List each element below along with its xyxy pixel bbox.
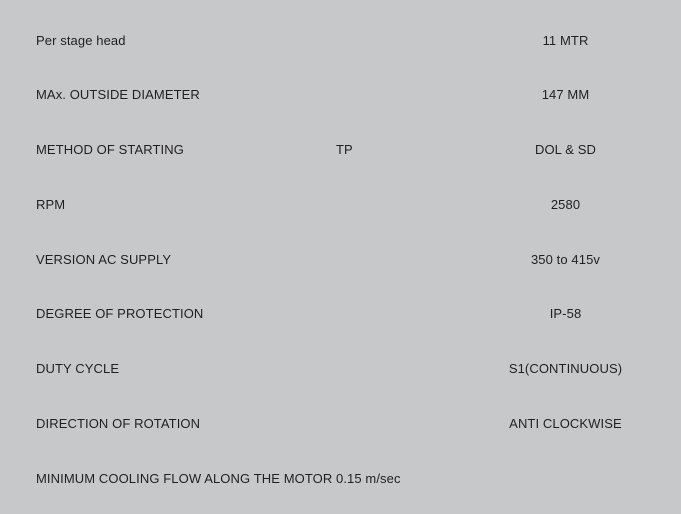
spec-value: 11 MTR [486,33,645,48]
spec-value: 147 MM [486,87,645,102]
spec-row: DEGREE OF PROTECTION IP-58 [36,298,645,330]
spec-row: METHOD OF STARTING TP DOL & SD [36,134,645,166]
spec-row: DUTY CYCLE S1(CONTINUOUS) [36,353,645,385]
spec-mid: 0.15 m/sec [336,471,486,486]
spec-label: METHOD OF STARTING [36,142,336,157]
spec-label: Per stage head [36,33,336,48]
spec-sheet: Per stage head 11 MTR MAx. OUTSIDE DIAME… [0,0,681,514]
spec-row: MINIMUM COOLING FLOW ALONG THE MOTOR 0.1… [36,462,645,494]
spec-value: 2580 [486,197,645,212]
spec-label: DIRECTION OF ROTATION [36,416,336,431]
spec-label: VERSION AC SUPPLY [36,252,336,267]
spec-row: RPM 2580 [36,188,645,220]
spec-label: MINIMUM COOLING FLOW ALONG THE MOTOR [36,471,336,486]
spec-value: 350 to 415v [486,252,645,267]
spec-value: S1(CONTINUOUS) [486,361,645,376]
spec-mid: TP [336,142,486,157]
spec-label: DEGREE OF PROTECTION [36,306,336,321]
spec-label: MAx. OUTSIDE DIAMETER [36,87,336,102]
spec-label: RPM [36,197,336,212]
spec-value: DOL & SD [486,142,645,157]
spec-row: VERSION AC SUPPLY 350 to 415v [36,243,645,275]
spec-row: MAx. OUTSIDE DIAMETER 147 MM [36,79,645,111]
spec-row: Per stage head 11 MTR [36,24,645,56]
spec-row: DIRECTION OF ROTATION ANTI CLOCKWISE [36,407,645,439]
spec-value: ANTI CLOCKWISE [486,416,645,431]
spec-value: IP-58 [486,306,645,321]
spec-label: DUTY CYCLE [36,361,336,376]
